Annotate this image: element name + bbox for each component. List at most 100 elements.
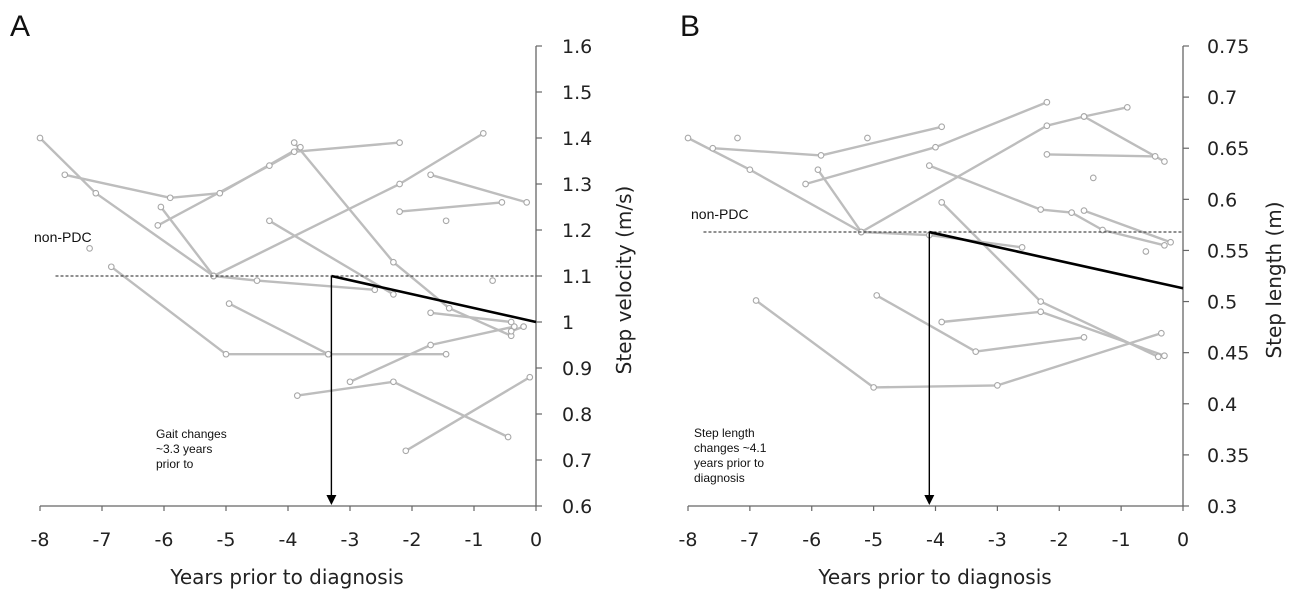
y-tick-label: 0.7 bbox=[562, 450, 592, 472]
data-point bbox=[154, 222, 162, 229]
x-tick-label: -6 bbox=[155, 529, 174, 551]
x-tick-label: -4 bbox=[926, 529, 945, 551]
y-tick-label: 1.6 bbox=[562, 36, 592, 58]
subject-trajectory-line bbox=[157, 141, 400, 227]
isolated-data-point bbox=[1142, 248, 1150, 255]
x-tick-label: -3 bbox=[341, 529, 360, 551]
panel-b-axes: -8 -7 -6 -5 -4 -3 -2 -1 0 0.3 0.35 0.4 0.45 0.5 0.55 0.… bbox=[679, 36, 1250, 551]
data-point bbox=[396, 139, 403, 146]
data-point bbox=[873, 292, 881, 299]
data-point bbox=[442, 350, 450, 358]
data-point bbox=[290, 148, 298, 156]
data-point bbox=[390, 258, 397, 266]
data-point bbox=[402, 447, 410, 455]
data-point bbox=[427, 171, 434, 179]
data-point bbox=[814, 166, 822, 174]
x-tick-label: -5 bbox=[864, 529, 883, 551]
data-point bbox=[504, 433, 512, 441]
y-tick-label: 0.4 bbox=[1207, 394, 1237, 416]
y-tick-label: 0.35 bbox=[1207, 445, 1249, 467]
data-point bbox=[479, 130, 487, 137]
data-point bbox=[371, 286, 379, 294]
data-point bbox=[1080, 113, 1088, 120]
data-point bbox=[225, 300, 233, 307]
data-point bbox=[994, 382, 1001, 389]
data-point bbox=[390, 291, 397, 298]
data-point bbox=[166, 194, 174, 202]
data-point bbox=[752, 297, 760, 304]
panel-a: A -8 -7 -6 -5 -4 -3 -2 -1 0 0.6 0.7 0.8 0.9 1 1.1 1.2 1.… bbox=[10, 10, 636, 589]
data-point bbox=[346, 378, 354, 386]
y-tick-label: 0.8 bbox=[562, 404, 592, 426]
subject-trajectory-line bbox=[430, 173, 528, 204]
panel-a-points-group bbox=[36, 130, 534, 455]
data-point bbox=[938, 318, 946, 326]
y-tick-label: 1.4 bbox=[562, 128, 592, 150]
x-tick-label: -8 bbox=[679, 529, 698, 551]
data-point bbox=[1099, 226, 1106, 234]
data-point bbox=[396, 180, 403, 188]
change-point-annotation-line: changes ~4.1 bbox=[694, 441, 767, 455]
non-pdc-label: non-PDC bbox=[34, 229, 92, 245]
x-tick-label: 0 bbox=[530, 529, 542, 551]
subject-trajectory-line bbox=[1083, 115, 1165, 163]
data-point bbox=[870, 384, 877, 391]
data-point bbox=[523, 199, 531, 206]
change-point-annotation-line: Gait changes bbox=[156, 427, 227, 441]
subject-trajectory-line bbox=[399, 201, 503, 213]
data-point bbox=[1123, 103, 1131, 111]
subject-trajectory-line bbox=[816, 169, 863, 233]
data-point bbox=[510, 323, 518, 330]
x-tick-label: -8 bbox=[31, 529, 50, 551]
y-tick-label: 0.7 bbox=[1207, 87, 1237, 109]
panel-b: B -8 -7 -6 -5 -4 -3 -2 -1 0 0.3 0.35 0.4 0.45 0.5 0.55… bbox=[679, 10, 1286, 589]
data-point bbox=[1161, 158, 1168, 165]
data-point bbox=[396, 208, 403, 215]
data-point bbox=[709, 144, 717, 152]
data-point bbox=[293, 392, 301, 399]
data-point bbox=[266, 162, 273, 169]
subject-trajectory-line bbox=[755, 299, 1162, 389]
y-tick-label: 1.3 bbox=[562, 174, 592, 196]
data-point bbox=[427, 341, 434, 349]
panel-a-axes: -8 -7 -6 -5 -4 -3 -2 -1 0 0.6 0.7 0.8 0.9 1 1.1 1.2 1.3 1… bbox=[31, 36, 593, 551]
y-tick-label: 1.1 bbox=[562, 266, 592, 288]
change-point-annotation-line: prior to bbox=[156, 457, 194, 471]
data-point bbox=[1037, 298, 1045, 305]
data-point bbox=[390, 378, 397, 386]
data-point bbox=[36, 134, 44, 142]
subject-trajectory-line bbox=[1046, 153, 1156, 158]
x-tick-label: 0 bbox=[1177, 529, 1189, 551]
y-tick-label: 0.75 bbox=[1207, 36, 1249, 58]
panel-letter-b: B bbox=[680, 10, 700, 43]
subject-trajectory-line bbox=[712, 125, 942, 157]
isolated-data-point bbox=[86, 245, 93, 252]
x-tick-label: -4 bbox=[279, 529, 298, 551]
subject-trajectory-line bbox=[64, 146, 301, 200]
data-point bbox=[1043, 122, 1051, 130]
change-point-arrow-head bbox=[326, 495, 337, 505]
subject-trajectory-line bbox=[805, 101, 1048, 186]
data-point bbox=[507, 327, 515, 335]
panel-b-y-axis-title: Step length (m) bbox=[1262, 201, 1286, 358]
y-tick-label: 0.9 bbox=[562, 358, 592, 380]
data-point bbox=[938, 199, 946, 206]
isolated-data-point bbox=[489, 277, 496, 284]
y-tick-label: 0.45 bbox=[1207, 343, 1249, 365]
y-tick-label: 0.6 bbox=[562, 496, 592, 518]
data-point bbox=[107, 263, 115, 271]
data-point bbox=[1157, 329, 1165, 337]
change-point-arrow-head bbox=[924, 495, 935, 505]
data-point bbox=[222, 350, 230, 358]
data-point bbox=[61, 171, 69, 179]
subject-trajectory-line bbox=[159, 206, 215, 277]
data-point bbox=[925, 162, 933, 169]
x-tick-label: -2 bbox=[403, 529, 422, 551]
panel-letter-a: A bbox=[10, 10, 30, 43]
y-tick-label: 1.5 bbox=[562, 82, 592, 104]
x-tick-label: -2 bbox=[1050, 529, 1069, 551]
subject-trajectory-line bbox=[928, 164, 1165, 247]
data-point bbox=[324, 350, 332, 358]
data-point bbox=[1080, 207, 1088, 214]
change-point-trend-line bbox=[331, 274, 537, 324]
